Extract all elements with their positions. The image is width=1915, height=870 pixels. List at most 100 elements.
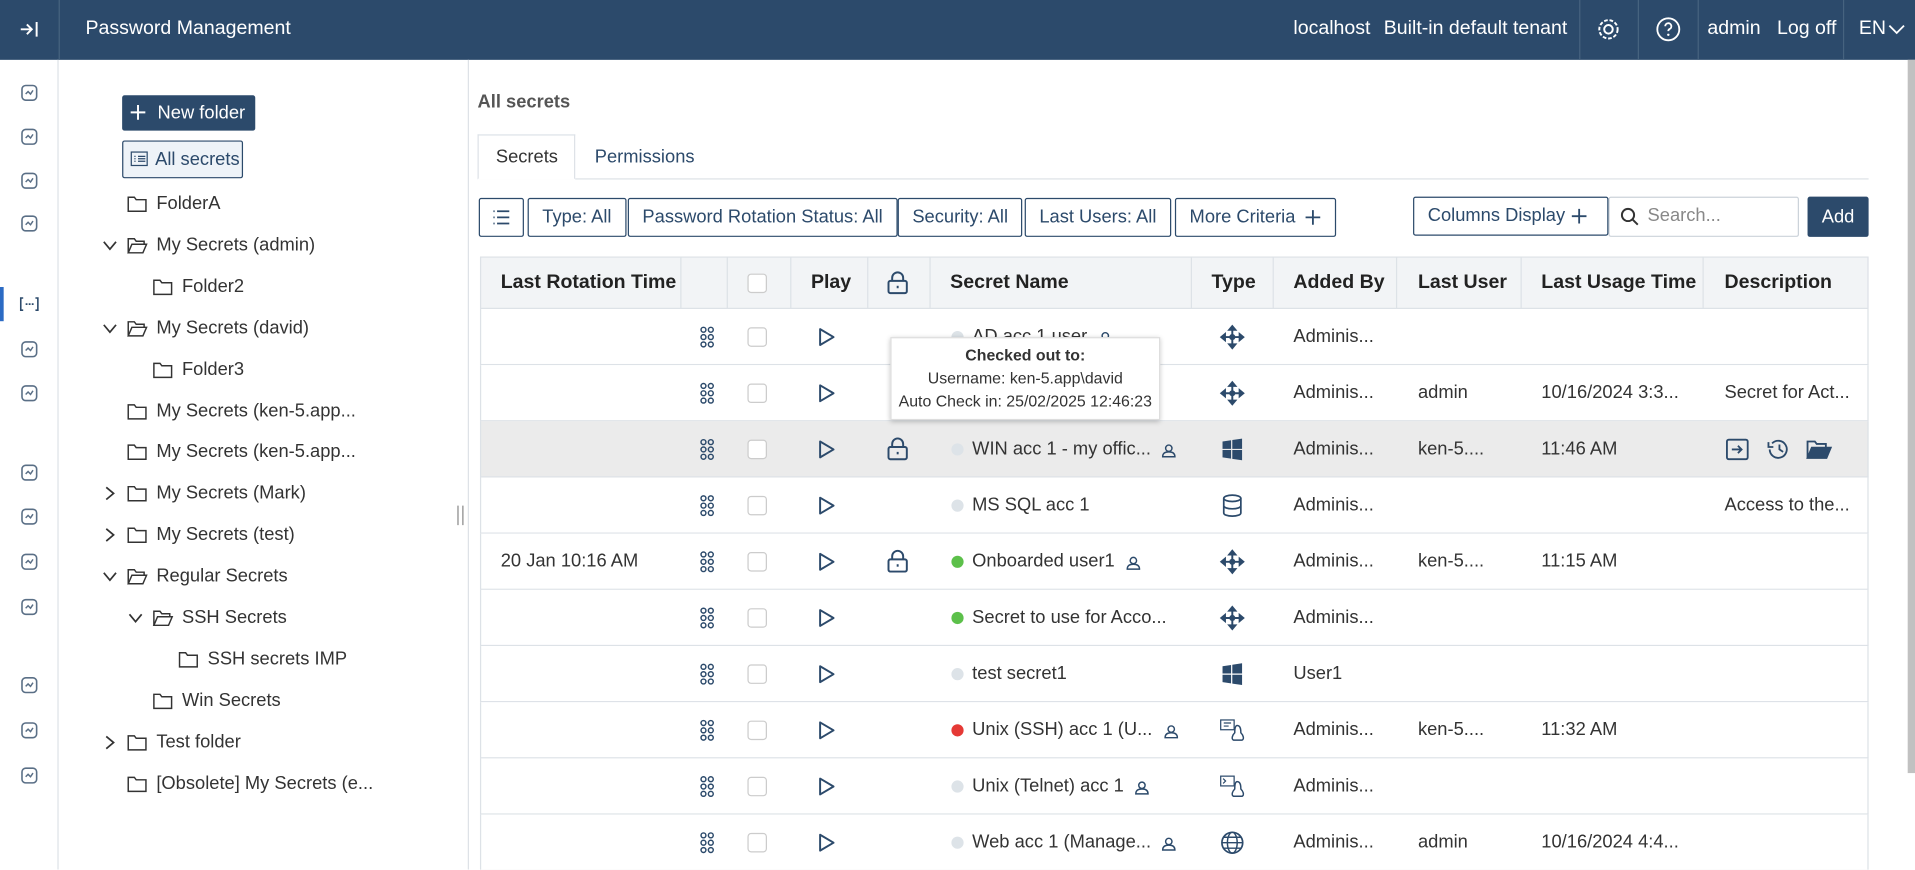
secret-name[interactable]: WIN acc 1 - my offic... [972,438,1151,460]
drag-handle[interactable] [700,663,715,685]
table-row[interactable] [479,589,1869,647]
column-header[interactable]: Last Usage Time [1541,272,1697,294]
tree-expander[interactable] [103,321,118,336]
play-button[interactable] [818,496,835,516]
splitter[interactable] [467,59,469,870]
play-button[interactable] [818,664,835,684]
tree-expander[interactable] [103,238,118,253]
table-row[interactable] [479,646,1869,703]
nav-icon[interactable] [20,463,40,483]
drag-handle[interactable] [700,832,715,854]
scrollbar[interactable] [1907,59,1915,774]
folder-label[interactable]: Folder2 [181,275,245,297]
row-checkbox[interactable] [747,495,767,516]
header-checkbox[interactable] [747,273,767,294]
folder-label[interactable]: My Secrets (david) [156,317,310,338]
table-row[interactable] [479,421,1869,478]
row-checkbox[interactable] [747,608,767,628]
filter-button[interactable]: Password Rotation Status: All [627,197,898,237]
nav-icon[interactable] [20,675,40,695]
folder-label[interactable]: My Secrets (ken-5.app... [156,441,356,463]
tree-expander[interactable] [103,486,118,501]
checkout-icon[interactable] [1726,438,1749,461]
folder-label[interactable]: My Secrets (Mark) [156,482,306,504]
column-header[interactable]: Type [1211,272,1256,294]
row-checkbox[interactable] [747,832,767,853]
secret-name[interactable]: Web acc 1 (Manage... [972,831,1152,853]
nav-icon[interactable] [20,383,40,403]
log-off[interactable]: Log off [1777,18,1837,40]
secret-name[interactable]: test secret1 [972,663,1067,684]
secret-name[interactable]: Secret to use for Acco... [972,606,1167,628]
folder-label[interactable]: Folder3 [181,358,245,380]
drag-handle[interactable] [700,326,715,348]
table-row[interactable] [479,758,1869,815]
sidebar-toggle[interactable] [20,21,40,38]
tab-active[interactable] [477,134,576,180]
folder-label[interactable]: Regular Secrets [156,565,288,587]
tree-expander[interactable] [128,611,143,626]
column-header[interactable]: Play [810,272,852,294]
table-row[interactable] [479,365,1869,422]
column-header[interactable]: Last Rotation Time [500,272,677,294]
drag-handle[interactable] [700,382,715,404]
drag-handle[interactable] [700,495,715,517]
row-checkbox[interactable] [747,383,767,404]
nav-icon[interactable] [20,721,40,741]
row-checkbox[interactable] [747,552,767,572]
row-checkbox[interactable] [747,664,767,684]
play-button[interactable] [818,721,835,741]
folder-label[interactable]: My Secrets (ken-5.app... [156,399,356,421]
table-row[interactable] [479,533,1869,590]
history-icon[interactable] [1767,438,1790,460]
play-button[interactable] [818,777,835,797]
play-button[interactable] [818,327,835,347]
row-checkbox[interactable] [747,776,767,797]
open-folder-icon[interactable] [1806,440,1833,460]
search-box[interactable] [1608,196,1799,237]
play-button[interactable] [818,833,835,853]
row-checkbox[interactable] [747,720,767,741]
column-header[interactable]: Last User [1417,272,1508,294]
play-button[interactable] [818,383,835,403]
nav-icon[interactable] [20,766,40,786]
help-icon[interactable] [1656,17,1681,42]
column-header[interactable]: Secret Name [950,272,1069,294]
drag-handle[interactable] [700,551,715,573]
play-button[interactable] [818,552,835,572]
nav-icon[interactable] [20,214,40,234]
new-folder-button[interactable]: New folder [122,95,256,131]
tree-expander[interactable] [103,735,118,750]
tree-expander[interactable] [103,569,118,584]
folder-label[interactable]: [Obsolete] My Secrets (e... [156,772,374,794]
folder-label[interactable]: My Secrets (test) [156,524,295,545]
secret-name[interactable]: Onboarded user1 [972,550,1115,572]
folder-label[interactable]: My Secrets (admin) [156,234,316,256]
folder-label[interactable]: Test folder [156,731,241,752]
folder-label[interactable]: SSH Secrets [181,606,287,628]
settings-icon[interactable] [1596,17,1620,41]
folder-label[interactable]: FolderA [156,192,221,214]
drag-handle[interactable] [700,776,715,798]
nav-icon[interactable] [20,552,40,572]
column-header[interactable]: Added By [1293,272,1385,294]
language[interactable]: EN [1858,18,1886,40]
secret-name[interactable]: Unix (Telnet) acc 1 [972,775,1124,797]
row-checkbox[interactable] [747,439,767,460]
tab[interactable]: Secrets [495,146,558,168]
tree-expander[interactable] [103,528,118,543]
filter-button[interactable]: Last Users: All [1024,197,1172,237]
drag-handle[interactable] [700,719,715,741]
drag-handle[interactable] [700,438,715,460]
filter-button[interactable]: Type: All [527,197,627,237]
list-view-button[interactable] [478,197,524,237]
nav-icon[interactable] [20,340,40,360]
tab[interactable]: Permissions [594,146,695,168]
splitter-handle[interactable] [457,505,464,526]
nav-icon[interactable] [20,83,40,103]
nav-icon[interactable] [20,507,40,527]
drag-handle[interactable] [700,607,715,629]
secret-name[interactable]: MS SQL acc 1 [972,494,1090,516]
table-row[interactable] [479,814,1869,870]
play-button[interactable] [818,440,835,460]
